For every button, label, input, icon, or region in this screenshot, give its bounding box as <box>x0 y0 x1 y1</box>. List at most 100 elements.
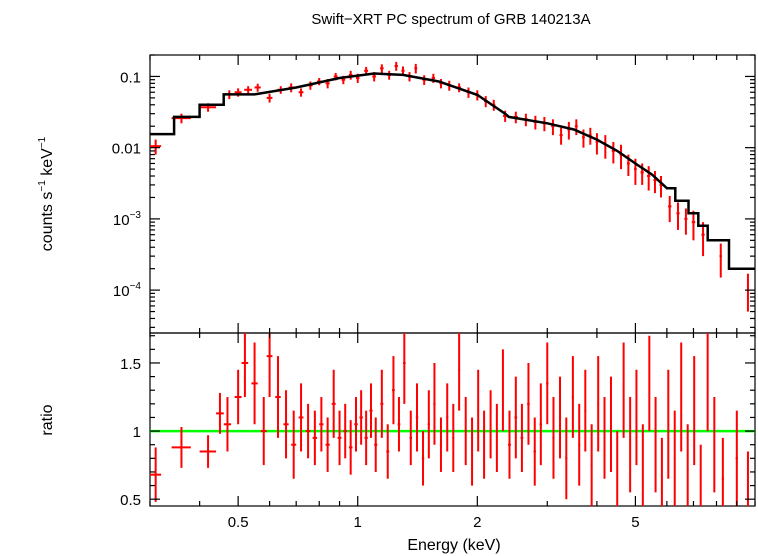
spectrum-y-tick-label: 10−3 <box>113 210 142 229</box>
spectrum-data-point <box>659 176 663 198</box>
ratio-data-point <box>199 435 217 468</box>
ratio-data-point <box>673 410 676 506</box>
ratio-data-point <box>495 403 498 472</box>
ratio-data-point <box>539 383 543 466</box>
ratio-data-point <box>483 410 486 479</box>
ratio-data-point <box>374 417 378 472</box>
ratio-data-point <box>380 369 384 438</box>
ratio-data-point <box>648 335 651 432</box>
ratio-data-point <box>584 369 587 452</box>
ratio-data-point <box>458 333 461 411</box>
spectrum-data-point <box>701 222 705 257</box>
ratio-data-point <box>319 397 324 452</box>
ratio-data-point <box>150 447 162 502</box>
spectrum-model-line <box>150 72 755 270</box>
ratio-data-point <box>343 403 348 459</box>
ratio-data-point <box>312 410 318 466</box>
spectrum-data-point <box>254 83 261 92</box>
ratio-data-point <box>546 342 549 425</box>
ratio-data-point <box>251 342 258 425</box>
spectrum-data-point <box>567 121 571 140</box>
ratio-data-point <box>291 410 297 479</box>
spectrum-y-tick-label: 0.1 <box>120 69 141 86</box>
spectrum-data-point <box>244 86 253 94</box>
spectrum-data-point <box>668 195 672 223</box>
ratio-data-point <box>565 417 568 500</box>
ratio-data-point <box>471 417 474 486</box>
ratio-data-point <box>654 397 657 493</box>
ratio-data-point <box>439 417 443 472</box>
spectrum-data-point <box>266 93 273 103</box>
ratio-data-point <box>699 444 702 506</box>
ratio-data-point <box>713 397 716 493</box>
spectrum-data-point <box>595 133 599 155</box>
ratio-data-point <box>552 397 555 479</box>
ratio-data-point <box>359 390 363 445</box>
spectrum-data-point <box>611 142 615 164</box>
ratio-data-point <box>721 437 724 506</box>
ratio-data-point <box>427 390 430 459</box>
ratio-data-point <box>667 369 670 479</box>
spectrum-data-point <box>719 243 723 278</box>
ratio-y-tick-label: 0.5 <box>120 492 141 509</box>
ratio-data-point <box>514 376 518 459</box>
x-tick-label: 5 <box>631 514 639 531</box>
ratio-data-point <box>446 383 449 452</box>
ratio-data-point <box>392 356 395 425</box>
ratio-data-point <box>275 356 281 438</box>
ratio-data-point <box>433 362 436 445</box>
ratio-data-point <box>260 397 267 466</box>
ratio-data-point <box>609 376 612 472</box>
ratio-data-point <box>216 392 224 434</box>
ratio-data-point <box>409 410 413 466</box>
spectrum-data-point <box>414 63 418 74</box>
ratio-data-point <box>354 397 358 452</box>
ratio-data-point <box>386 424 390 479</box>
ratio-data-point <box>520 403 524 472</box>
spectrum-ylabel: counts s−1 keV−1 <box>37 136 56 251</box>
ratio-data-point <box>464 397 467 466</box>
ratio-data-point <box>578 403 581 486</box>
ratio-data-point <box>171 426 191 468</box>
spectrum-data-point <box>551 119 555 136</box>
ratio-data-point <box>603 397 606 479</box>
ratio-y-tick-label: 1.5 <box>120 356 141 373</box>
ratio-data-point <box>402 333 406 404</box>
spectrum-data-point <box>150 139 162 155</box>
ratio-data-point <box>348 420 353 475</box>
ratio-data-point <box>635 369 638 466</box>
ratio-ylabel: ratio <box>39 404 56 435</box>
ratio-data-point <box>686 424 689 506</box>
spectrum-data-point <box>298 88 304 97</box>
ratio-data-point <box>397 397 401 452</box>
spectrum-data-point <box>574 119 578 136</box>
ratio-data-point <box>501 349 504 432</box>
ratio-data-point <box>590 424 593 506</box>
x-tick-label: 0.5 <box>228 514 249 531</box>
ratio-data-point <box>616 431 619 506</box>
ratio-data-point <box>746 451 749 506</box>
ratio-data-point <box>527 362 530 445</box>
ratio-data-point <box>325 417 330 472</box>
ratio-data-point <box>571 356 574 438</box>
spectrum-data-point <box>684 208 688 235</box>
x-tick-label: 1 <box>354 514 362 531</box>
ratio-data-point <box>641 424 644 506</box>
ratio-data-point <box>597 356 600 452</box>
ratio-data-point <box>364 410 368 466</box>
ratio-data-point <box>369 383 373 438</box>
x-axis-label: Energy (keV) <box>407 537 500 554</box>
ratio-data-point <box>477 369 480 452</box>
ratio-data-point <box>706 333 709 432</box>
spectrum-panel-frame <box>149 54 756 334</box>
ratio-data-point <box>223 397 232 452</box>
spectrum-data-point <box>348 70 353 80</box>
x-tick-label: 2 <box>473 514 481 531</box>
spectrum-y-tick-label: 10−4 <box>113 281 142 300</box>
spectrum-data-point <box>394 61 398 71</box>
ratio-data-point <box>241 333 249 398</box>
chart-title: Swift−XRT PC spectrum of GRB 140213A <box>311 11 590 28</box>
spectrum-y-tick-label: 0.01 <box>112 141 141 158</box>
spectrum-data-point <box>746 273 749 312</box>
ratio-data-point <box>629 397 632 493</box>
